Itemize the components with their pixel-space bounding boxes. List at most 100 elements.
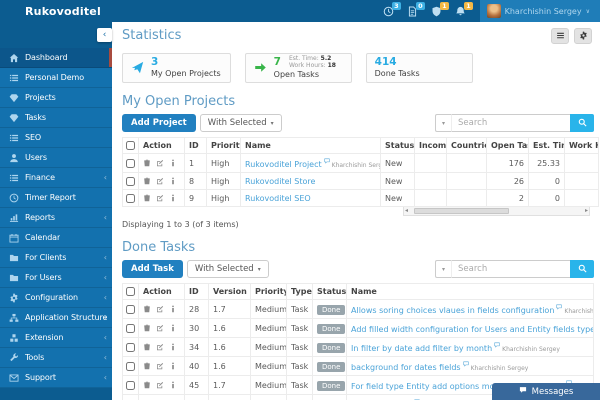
sidebar-item-tasks[interactable]: Tasks (0, 108, 112, 128)
info-button[interactable] (169, 159, 177, 167)
search-input[interactable] (452, 260, 570, 278)
sidebar-item-configuration[interactable]: Configuration ‹ (0, 288, 112, 308)
task-link[interactable]: For field type Entity add options mouseo… (351, 382, 565, 391)
info-button[interactable] (169, 194, 177, 202)
search-filter-dropdown[interactable]: ▾ (435, 260, 452, 278)
stat-box-done-tasks[interactable]: 414 Done Tasks (365, 53, 473, 83)
delete-button[interactable] (143, 381, 151, 389)
row-checkbox[interactable] (126, 304, 135, 314)
menu-button[interactable] (551, 28, 569, 44)
edit-button[interactable] (156, 362, 164, 370)
select-all-checkbox[interactable] (126, 141, 135, 150)
task-link[interactable]: Add filled width configuration for Users… (351, 325, 594, 334)
search-filter-dropdown[interactable]: ▾ (435, 114, 452, 132)
row-checkbox[interactable] (126, 158, 135, 168)
column-header[interactable]: Priority (250, 283, 287, 300)
column-header[interactable]: Countries (446, 137, 487, 154)
notification-bell-icon[interactable]: 1 (455, 1, 473, 17)
edit-button[interactable] (156, 177, 164, 185)
project-link[interactable]: Rukovoditel Store (245, 176, 316, 186)
sidebar-item-support[interactable]: Support ‹ (0, 368, 112, 388)
column-header[interactable]: Priority (206, 137, 241, 154)
info-button[interactable] (169, 324, 177, 332)
search-input[interactable] (452, 114, 570, 132)
select-all-checkbox[interactable] (126, 287, 135, 296)
project-link[interactable]: Rukovoditel Project (245, 160, 322, 169)
sidebar-item-calendar[interactable]: Calendar (0, 228, 112, 248)
sidebar-item-for-clients[interactable]: For Clients ‹ (0, 248, 112, 268)
with-selected-dropdown[interactable]: With Selected ▾ (199, 114, 282, 132)
messages-button[interactable]: Messages (492, 383, 600, 400)
add-project-button[interactable]: Add Project (122, 114, 196, 132)
scroll-right-arrow[interactable]: ▸ (584, 207, 588, 214)
row-checkbox[interactable] (126, 361, 135, 371)
delete-button[interactable] (143, 177, 151, 185)
edit-button[interactable] (156, 194, 164, 202)
edit-button[interactable] (156, 324, 164, 332)
sidebar-item-timer-report[interactable]: Timer Report (0, 188, 112, 208)
sidebar-item-for-users[interactable]: For Users ‹ (0, 268, 112, 288)
delete-button[interactable] (143, 324, 151, 332)
row-checkbox[interactable] (126, 380, 135, 390)
column-header[interactable]: Status (380, 137, 415, 154)
column-header[interactable]: Action (138, 283, 185, 300)
task-link[interactable]: Allows soring choices vlaues in fields c… (351, 306, 555, 315)
row-checkbox[interactable] (126, 176, 135, 186)
column-header[interactable]: Version (208, 283, 251, 300)
sidebar-item-users[interactable]: Users (0, 148, 112, 168)
edit-button[interactable] (156, 343, 164, 351)
edit-button[interactable] (156, 381, 164, 389)
settings-button[interactable] (574, 28, 592, 44)
delete-button[interactable] (143, 159, 151, 167)
column-header[interactable]: Work Hours (564, 137, 599, 154)
delete-button[interactable] (143, 343, 151, 351)
sidebar-item-dashboard[interactable]: Dashboard (0, 48, 112, 68)
delete-button[interactable] (143, 362, 151, 370)
column-header[interactable]: Est. Time (528, 137, 565, 154)
sidebar-item-personal-demo[interactable]: Personal Demo (0, 68, 112, 88)
scroll-left-arrow[interactable]: ◂ (405, 207, 409, 214)
notification-shield-icon[interactable]: 1 (431, 1, 449, 17)
column-header[interactable]: Income (414, 137, 447, 154)
project-link[interactable]: Rukovoditel SEO (245, 193, 311, 203)
delete-button[interactable] (143, 194, 151, 202)
sidebar-item-projects[interactable]: Projects (0, 88, 112, 108)
horizontal-scrollbar[interactable]: ◂ ▸ (403, 207, 590, 216)
column-header[interactable]: Action (138, 137, 185, 154)
column-header[interactable]: Status (312, 283, 347, 300)
info-button[interactable] (169, 343, 177, 351)
with-selected-dropdown[interactable]: With Selected ▾ (186, 260, 269, 278)
sidebar-item-seo[interactable]: SEO (0, 128, 112, 148)
column-header[interactable]: ID (184, 137, 207, 154)
notification-timer-icon[interactable]: 3 (383, 1, 401, 17)
column-header[interactable]: ID (184, 283, 209, 300)
info-button[interactable] (169, 362, 177, 370)
sidebar-item-tools[interactable]: Tools ‹ (0, 348, 112, 368)
info-button[interactable] (169, 177, 177, 185)
search-button[interactable] (570, 114, 594, 132)
column-header[interactable]: Name (346, 283, 594, 300)
sidebar-item-finance[interactable]: Finance ‹ (0, 168, 112, 188)
search-button[interactable] (570, 260, 594, 278)
scrollbar-thumb[interactable] (414, 208, 509, 214)
stat-box-open-tasks[interactable]: 7 Est. Time: 5.2 Work Hours: 18 Open Tasks (244, 53, 352, 83)
stat-box-my-open-projects[interactable]: 3 My Open Projects (122, 53, 231, 83)
info-button[interactable] (169, 381, 177, 389)
sidebar-collapse-button[interactable]: ‹ (97, 28, 112, 42)
edit-button[interactable] (156, 305, 164, 313)
task-link[interactable]: background for dates fields (351, 363, 461, 372)
sidebar-item-reports[interactable]: Reports ‹ (0, 208, 112, 228)
row-checkbox[interactable] (126, 323, 135, 333)
edit-button[interactable] (156, 159, 164, 167)
delete-button[interactable] (143, 305, 151, 313)
row-checkbox[interactable] (126, 193, 135, 203)
column-header[interactable]: Name (240, 137, 381, 154)
task-link[interactable]: In filter by date add filter by month (351, 344, 493, 353)
sidebar-item-extension[interactable]: Extension ‹ (0, 328, 112, 348)
column-header[interactable]: Open Tasks (486, 137, 529, 154)
column-header[interactable]: Type (286, 283, 313, 300)
sidebar-item-application-structure[interactable]: Application Structure ‹ (0, 308, 112, 328)
info-button[interactable] (169, 305, 177, 313)
row-checkbox[interactable] (126, 342, 135, 352)
add-task-button[interactable]: Add Task (122, 260, 183, 278)
